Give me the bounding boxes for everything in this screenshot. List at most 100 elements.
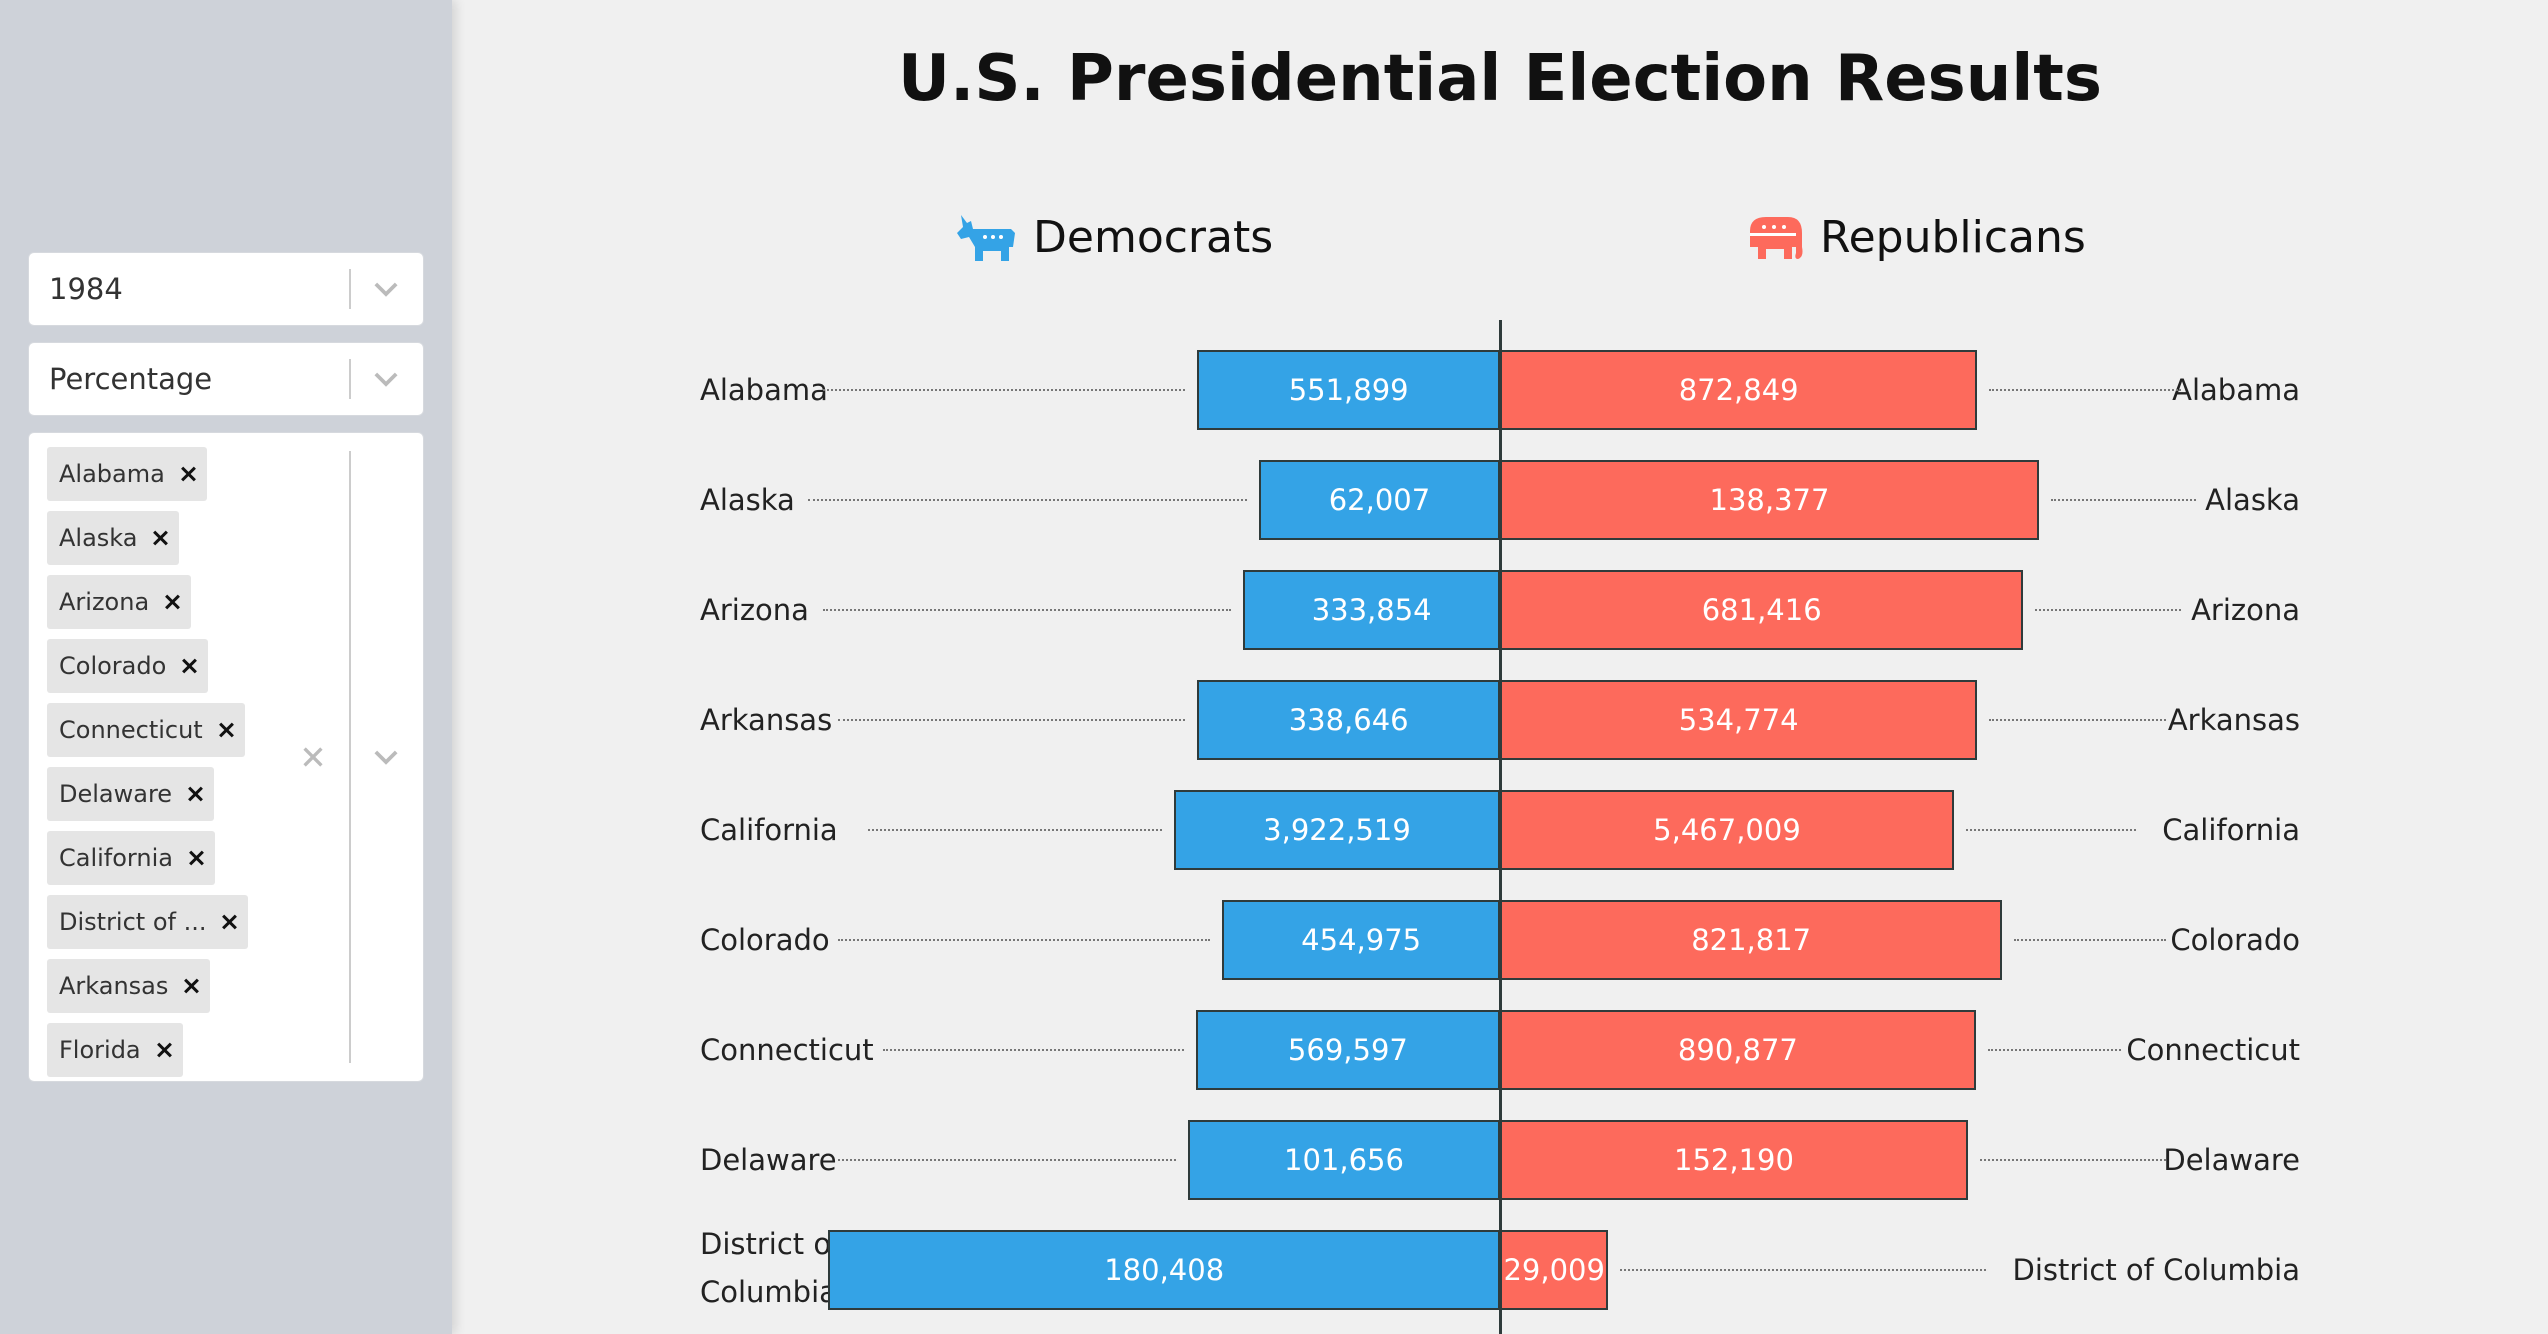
state-tags: Alabama Alaska Arizona Colorado Connecticut D… [47, 441, 327, 1081]
state-tag: Alaska [47, 511, 180, 565]
right-state-label: Connecticut [2126, 1033, 2300, 1067]
leader-line [883, 1049, 1184, 1051]
metric-select-value: Percentage [49, 362, 213, 396]
republican-bar[interactable]: 872,849 [1500, 350, 1978, 430]
democrat-bar[interactable]: 101,656 [1188, 1120, 1500, 1200]
state-tag-label: District of ... [59, 908, 207, 936]
right-state-label: Arkansas [2167, 703, 2300, 737]
democrat-value-label: 338,646 [1288, 703, 1409, 737]
republican-value-label: 681,416 [1701, 593, 1822, 627]
page-title: U.S. Presidential Election Results [898, 42, 2102, 116]
states-multi-select[interactable]: Alabama Alaska Arizona Colorado Connecticut D… [28, 432, 424, 1082]
select-separator [349, 269, 351, 309]
right-state-label: District of Columbia [2012, 1253, 2300, 1287]
democrat-bar[interactable]: 454,975 [1222, 900, 1500, 980]
democrat-bar[interactable]: 62,007 [1258, 460, 1500, 540]
republican-bar[interactable]: 681,416 [1500, 570, 2024, 650]
republicans-label: Republicans [1820, 212, 2086, 263]
democrats-label: Democrats [1033, 212, 1274, 263]
state-tag: District of ... [47, 895, 249, 949]
democrat-bar[interactable]: 333,854 [1243, 570, 1500, 650]
left-state-label: Delaware [700, 1143, 837, 1177]
republican-bar[interactable]: 29,009 [1500, 1230, 1609, 1310]
select-separator [349, 451, 351, 1063]
state-tag-row: Florida [47, 1017, 327, 1081]
democrat-value-label: 62,007 [1328, 483, 1431, 517]
leader-line [1987, 1049, 2121, 1051]
democrat-bar[interactable]: 338,646 [1197, 680, 1500, 760]
state-tag-row: Arizona [47, 569, 327, 633]
chevron-down-icon[interactable] [369, 740, 403, 774]
donkey-icon [957, 214, 1015, 261]
democrat-bar[interactable]: 569,597 [1195, 1010, 1500, 1090]
republican-bar[interactable]: 890,877 [1500, 1010, 1976, 1090]
democrat-value-label: 101,656 [1284, 1143, 1404, 1177]
state-tag-label: Alabama [59, 460, 165, 488]
right-state-label: Arizona [2191, 593, 2300, 627]
leader-line [838, 939, 1211, 941]
left-state-label: Alaska [700, 483, 795, 517]
leader-line [2050, 499, 2196, 501]
chart-row: California 3,922,519 5,467,009 California [0, 790, 2548, 870]
state-tag: California [47, 831, 215, 885]
year-select[interactable]: 1984 [28, 252, 424, 326]
state-tag-label: Arkansas [59, 972, 169, 1000]
chevron-down-icon[interactable] [369, 362, 403, 396]
metric-select[interactable]: Percentage [28, 342, 424, 416]
leader-line [868, 829, 1162, 831]
clear-all-icon[interactable] [299, 743, 327, 771]
democrat-value-label: 551,899 [1288, 373, 1409, 407]
republican-bar[interactable]: 5,467,009 [1500, 790, 1954, 870]
state-tag-label: Connecticut [59, 716, 203, 744]
state-tag-label: Delaware [59, 780, 173, 808]
state-tag-row: California [47, 825, 327, 889]
republican-value-label: 872,849 [1678, 373, 1799, 407]
state-tag-label: Alaska [59, 524, 138, 552]
democrat-value-label: 333,854 [1311, 593, 1432, 627]
republicans-legend: Republicans [1742, 212, 2086, 263]
state-tag: Arizona [47, 575, 192, 629]
leader-line [838, 719, 1186, 721]
democrat-bar[interactable]: 3,922,519 [1173, 790, 1500, 870]
republican-bar[interactable]: 138,377 [1500, 460, 2039, 540]
state-tag: Arkansas [47, 959, 211, 1013]
republican-value-label: 821,817 [1691, 923, 1812, 957]
chart-row: Alabama 551,899 872,849 Alabama [0, 350, 2548, 430]
democrat-bar[interactable]: 180,408 [828, 1230, 1500, 1310]
republican-value-label: 152,190 [1674, 1143, 1794, 1177]
democrats-legend: Democrats [955, 212, 1273, 263]
leader-line [838, 1159, 1176, 1161]
democrat-value-label: 569,597 [1287, 1033, 1408, 1067]
leader-line [823, 609, 1232, 611]
democrat-bar[interactable]: 551,899 [1197, 350, 1500, 430]
right-state-label: Alaska [2205, 483, 2300, 517]
state-tag: Delaware [47, 767, 215, 821]
republican-value-label: 534,774 [1678, 703, 1799, 737]
republican-bar[interactable]: 821,817 [1500, 900, 2003, 980]
state-tag-row: Connecticut [47, 697, 327, 761]
state-tag-row: Colorado [47, 633, 327, 697]
democrat-value-label: 180,408 [1104, 1253, 1225, 1287]
chevron-down-icon[interactable] [369, 272, 403, 306]
right-state-label: California [2162, 813, 2300, 847]
right-state-label: Alabama [2172, 373, 2300, 407]
leader-line [2035, 609, 2181, 611]
state-tag: Colorado [47, 639, 209, 693]
left-state-label: Connecticut [700, 1033, 874, 1067]
state-tag: Florida [47, 1023, 183, 1077]
select-separator [349, 359, 351, 399]
left-state-label: Colorado [700, 923, 830, 957]
republican-bar[interactable]: 152,190 [1500, 1120, 1968, 1200]
leader-line [808, 499, 1247, 501]
state-tag: Alabama [47, 447, 207, 501]
state-tag-row: Arkansas [47, 953, 327, 1017]
chart-row: District of Columbia 180,408 29,009 Distric… [0, 1227, 2548, 1310]
republican-bar[interactable]: 534,774 [1500, 680, 1978, 760]
leader-line [823, 389, 1186, 391]
state-tag-row: Alaska [47, 505, 327, 569]
right-state-label: Delaware [2163, 1143, 2300, 1177]
state-tag-row: Alabama [47, 441, 327, 505]
republican-value-label: 138,377 [1709, 483, 1830, 517]
state-tag-label: California [59, 844, 173, 872]
